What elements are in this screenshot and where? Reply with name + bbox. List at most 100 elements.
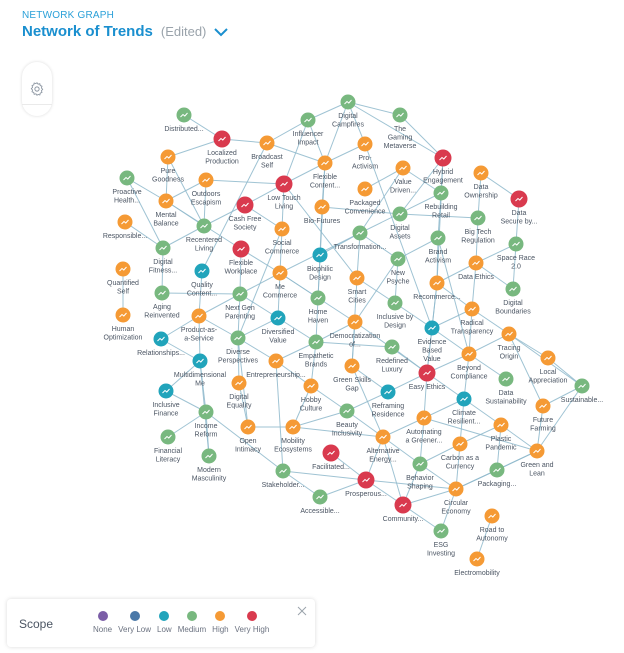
node-hobby[interactable]: Hobby Culture [300,378,323,413]
node-circular[interactable]: Circular Economy [441,481,471,516]
legend-item-none[interactable]: None [93,611,112,634]
node-datasecure[interactable]: Data Secure by... [501,190,538,226]
chevron-down-icon[interactable] [214,27,229,37]
node-digitalassets[interactable]: Digital Assets [389,206,411,241]
node-inclusivedesign[interactable]: Inclusive by Design [377,295,414,330]
node-pure[interactable]: Pure Goodness [152,149,184,184]
node-easyethics[interactable]: Easy Ethics [409,364,446,392]
node-quantified[interactable]: Quantified Self [107,261,139,296]
node-democratization[interactable]: Democratization of... [330,314,381,349]
node-income[interactable]: Income Reform [195,404,218,439]
legend-item-very-low[interactable]: Very Low [118,611,151,634]
node-recentered[interactable]: Recentered Living [186,218,222,253]
node-hybrid[interactable]: Hybrid Engagement [423,149,463,185]
node-quality[interactable]: Quality Content... [187,263,217,298]
node-prosperous[interactable]: Prosperous... [345,471,387,499]
node-inclusivefin[interactable]: Inclusive Finance [152,383,180,418]
node-social[interactable]: Social Commerce [265,221,299,256]
legend-item-medium[interactable]: Medium [178,611,206,634]
node-electromobility[interactable]: Electromobility [454,551,500,578]
node-climate[interactable]: Climate Resilient... [448,391,481,426]
node-aging[interactable]: Aging Reinvented [144,285,180,320]
node-mecommerce[interactable]: Me Commerce [263,265,297,300]
node-smartcities[interactable]: Smart Cities [348,270,367,305]
node-biophilic[interactable]: Biophilic Design [307,247,334,282]
node-dataethics[interactable]: Data Ethics [458,255,494,282]
node-datasust[interactable]: Data Sustainability [485,371,527,406]
node-behavior[interactable]: Behavior Shaping [406,456,434,491]
node-alternative[interactable]: Alternative Energy... [366,429,400,464]
node-greenskills[interactable]: Green Skills Gap [333,358,371,393]
node-distributed[interactable]: Distributed... [164,107,204,134]
node-modern[interactable]: Modern Masculinity [192,448,227,483]
node-nextgen[interactable]: Next Gen Parenting [225,286,255,321]
node-digitalfitness[interactable]: Digital Fitness... [149,240,177,275]
legend-item-very-high[interactable]: Very High [235,611,269,634]
title-row[interactable]: Network of Trends (Edited) [22,23,229,40]
node-transformation[interactable]: Transformation... [334,225,387,252]
node-reframing[interactable]: Reframing Residence [371,384,405,419]
node-flexcontent[interactable]: Flexible Content... [310,155,340,190]
node-empathetic[interactable]: Empathetic Brands [298,334,334,369]
node-lowtouch[interactable]: Low Touch Living [267,175,301,211]
node-diverse[interactable]: Diverse Perspectives [218,330,259,365]
node-campfires[interactable]: Digital Campfires [332,94,364,129]
node-diversified[interactable]: Diversified Value [262,310,295,345]
node-proactive[interactable]: Proactive Health... [112,170,142,205]
node-homehaven[interactable]: Home Haven [308,290,328,325]
node-packaging[interactable]: Packaging... [478,462,517,489]
node-future[interactable]: Future Farming [530,398,556,433]
close-icon[interactable] [297,606,307,616]
node-stakeholder[interactable]: Stakeholder... [262,463,305,490]
node-local[interactable]: Local Appreciation [529,350,568,385]
node-radical[interactable]: Radical Transparency [451,301,494,336]
node-digitalequality[interactable]: Digital Equality [227,375,252,410]
node-road[interactable]: Road to Autonomy [476,508,508,543]
node-facilitated[interactable]: Facilitated... [312,444,350,472]
node-proactivism[interactable]: Pro- Activism [352,136,378,171]
node-localized[interactable]: Localized Production [205,130,239,166]
legend-item-low[interactable]: Low [157,611,172,634]
node-flexwork[interactable]: Flexible Workplace [225,240,258,276]
node-packaged[interactable]: Packaged Convenience [345,181,386,216]
node-human[interactable]: Human Optimization [104,307,143,342]
node-newpsyche[interactable]: New Psyche [387,251,410,286]
node-greenlean[interactable]: Green and Lean [520,443,554,478]
node-influencer[interactable]: Influencer Impact [293,112,324,147]
node-rebuilding[interactable]: Rebuilding Retail [424,185,458,220]
node-recommerce[interactable]: Recommerce... [413,275,461,302]
node-multidim[interactable]: Multidimensional Me [174,353,227,388]
node-responsible[interactable]: Responsible... [103,214,147,241]
node-outdoors[interactable]: Outdoors Escapism [191,172,222,207]
node-brand[interactable]: Brand Activism [425,230,451,265]
gear-icon[interactable] [29,81,45,97]
node-relationships[interactable]: Relationships... [137,331,185,358]
node-beauty[interactable]: Beauty Inclusivity [332,403,363,438]
legend-item-high[interactable]: High [212,611,229,634]
node-beyond[interactable]: Beyond Compliance [451,346,488,381]
node-mobility[interactable]: Mobility Ecosystems [274,419,312,454]
node-accessible[interactable]: Accessible... [300,489,340,516]
node-dataown[interactable]: Data Ownership [464,165,498,200]
node-sustainable[interactable]: Sustainable... [561,378,603,405]
node-financial[interactable]: Financial Literacy [154,429,182,464]
node-automating[interactable]: Automating a Greener... [406,410,443,445]
node-cashfree[interactable]: Cash Free Society [229,196,262,232]
node-valuedriven[interactable]: Value Driven... [390,160,416,195]
node-bigtech[interactable]: Big Tech Regulation [461,210,495,245]
node-biofutures[interactable]: Bio-Futures [304,199,341,226]
node-tracing[interactable]: Tracing Origin [497,326,521,361]
node-product[interactable]: Product-as-a-Service [181,308,218,343]
node-redefined[interactable]: Redefined Luxury [376,339,408,374]
node-entrepreneurship[interactable]: Entrepreneurship... [246,353,306,380]
node-carbon[interactable]: Carbon as a Currency [441,436,479,471]
node-esg[interactable]: ESG Investing [427,523,455,558]
node-digitalbound[interactable]: Digital Boundaries [495,281,531,316]
node-openintimacy[interactable]: Open Intimacy [235,419,262,454]
node-mental[interactable]: Mental Balance [153,193,179,228]
node-spacerace[interactable]: Space Race 2.0 [497,236,535,271]
node-community[interactable]: Community... [383,496,424,524]
